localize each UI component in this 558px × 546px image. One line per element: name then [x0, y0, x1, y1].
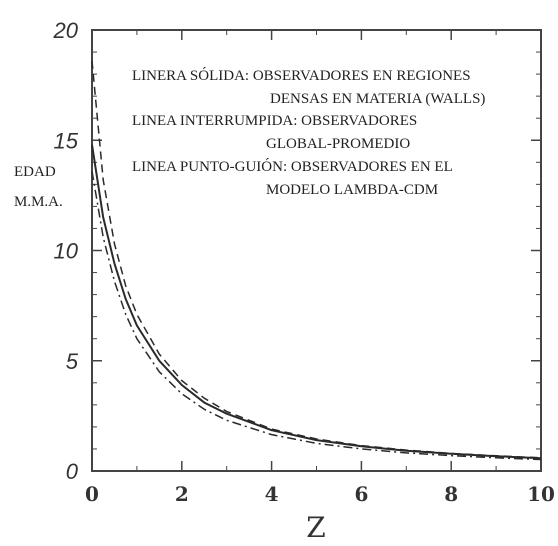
series-line-dashed	[91, 60, 542, 459]
legend-note-line-6: MODELO LAMBDA-CDM	[266, 182, 438, 198]
x-tick-label-3: 6	[354, 482, 368, 506]
x-tick-label-0: 0	[85, 482, 99, 506]
legend-note-line-1: LINERA SÓLIDA: OBSERVADORES EN REGIONES	[132, 67, 471, 84]
x-tick-label-1: 2	[175, 482, 189, 506]
y-tick-label-1: 5	[66, 349, 79, 374]
axis-ticks: 0 2 4 6 8 10 0 5 10 15 20	[53, 18, 555, 506]
y-tick-label-2: 10	[54, 239, 79, 264]
x-tick-label-5: 10	[527, 482, 555, 506]
legend-note-line-2: DENSAS EN MATERIA (WALLS)	[270, 91, 485, 107]
y-tick-label-3: 15	[54, 128, 79, 153]
y-axis-label-line-2: M.M.A.	[14, 194, 63, 210]
x-tick-label-4: 8	[444, 482, 458, 506]
series-group	[91, 60, 542, 461]
y-axis-label-line-1: EDAD	[14, 164, 56, 180]
legend-note-line-5: LINEA PUNTO-GUIÓN: OBSERVADORES EN EL	[132, 158, 453, 175]
y-tick-label-4: 20	[53, 18, 79, 43]
legend-note-line-4: GLOBAL-PROMEDIO	[266, 136, 410, 152]
series-line-dash-dot	[91, 170, 542, 461]
legend-note-line-3: LINEA INTERRUMPIDA: OBSERVADORES	[132, 113, 417, 129]
y-tick-label-0: 0	[66, 459, 79, 484]
x-axis-label: Z	[306, 511, 325, 544]
x-tick-label-2: 4	[265, 482, 279, 506]
